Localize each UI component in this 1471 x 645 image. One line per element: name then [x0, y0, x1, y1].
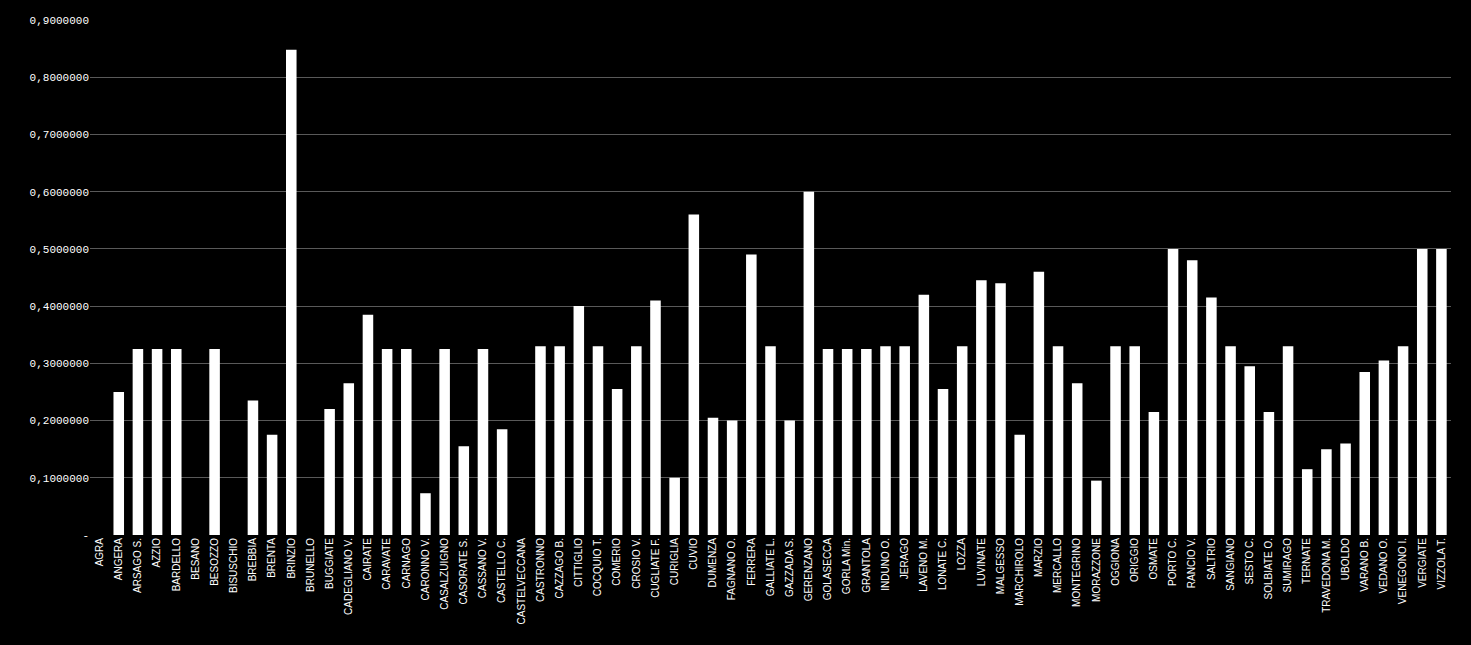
svg-text:SALTRIO: SALTRIO — [1206, 538, 1217, 580]
svg-text:ORIGGIO: ORIGGIO — [1129, 538, 1140, 582]
svg-text:MORAZZONE: MORAZZONE — [1091, 538, 1102, 602]
svg-text:0,3000000: 0,3000000 — [30, 358, 89, 370]
svg-text:BRENTA: BRENTA — [266, 538, 277, 578]
svg-text:GOLASECCA: GOLASECCA — [822, 538, 833, 601]
svg-text:CAZZAGO B.: CAZZAGO B. — [554, 538, 565, 599]
svg-text:CUVIO: CUVIO — [688, 538, 699, 570]
svg-text:LAVENO M.: LAVENO M. — [918, 538, 929, 592]
svg-text:-: - — [76, 530, 89, 542]
svg-text:FERRERA: FERRERA — [746, 538, 757, 586]
svg-text:BARDELLO: BARDELLO — [171, 538, 182, 592]
svg-text:LOZZA: LOZZA — [956, 538, 967, 571]
svg-text:0,4000000: 0,4000000 — [30, 301, 89, 313]
svg-text:MERCALLO: MERCALLO — [1052, 538, 1063, 593]
svg-text:SOLBIATE O.: SOLBIATE O. — [1263, 538, 1274, 600]
svg-text:VIZZOLA T.: VIZZOLA T. — [1436, 538, 1447, 590]
svg-text:SANGIANO: SANGIANO — [1225, 538, 1236, 591]
svg-text:SUMIRAGO: SUMIRAGO — [1282, 538, 1293, 593]
svg-text:UBOLDO: UBOLDO — [1340, 538, 1351, 580]
svg-text:GORLA Min.: GORLA Min. — [841, 538, 852, 594]
svg-text:DUMENZA: DUMENZA — [707, 538, 718, 588]
svg-text:GALLIATE L.: GALLIATE L. — [765, 538, 776, 596]
svg-text:CASALZUIGNO: CASALZUIGNO — [439, 538, 450, 610]
svg-text:RANCIO V.: RANCIO V. — [1186, 538, 1197, 588]
svg-text:OGGIONA: OGGIONA — [1110, 538, 1121, 586]
svg-text:CITTIGLIO: CITTIGLIO — [573, 538, 584, 587]
svg-text:BISUSCHIO: BISUSCHIO — [228, 538, 239, 593]
svg-text:CARAVATE: CARAVATE — [381, 538, 392, 590]
svg-text:MALGESSO: MALGESSO — [995, 538, 1006, 594]
svg-text:CURIGLIA: CURIGLIA — [669, 538, 680, 586]
svg-text:JERAGO: JERAGO — [899, 538, 910, 579]
svg-text:CROSIO V.: CROSIO V. — [631, 538, 642, 589]
svg-text:0,9000000: 0,9000000 — [30, 15, 89, 27]
svg-text:0,1000000: 0,1000000 — [30, 473, 89, 485]
svg-text:INDUNO O.: INDUNO O. — [880, 538, 891, 591]
svg-text:AGRA: AGRA — [94, 538, 105, 567]
svg-text:GERENZANO: GERENZANO — [803, 538, 814, 602]
svg-text:VEDANO O.: VEDANO O. — [1378, 538, 1389, 594]
svg-text:CARONNO V.: CARONNO V. — [420, 538, 431, 600]
svg-text:TRAVEDONA M.: TRAVEDONA M. — [1321, 538, 1332, 613]
svg-text:BREBBIA: BREBBIA — [247, 538, 258, 582]
svg-text:LUVINATE: LUVINATE — [976, 538, 987, 586]
svg-text:0,7000000: 0,7000000 — [30, 129, 89, 141]
svg-text:MONTEGRINO: MONTEGRINO — [1071, 538, 1082, 607]
svg-text:0,5000000: 0,5000000 — [30, 244, 89, 256]
svg-text:BRUNELLO: BRUNELLO — [305, 538, 316, 592]
svg-text:CASTELLO C.: CASTELLO C. — [496, 538, 507, 603]
svg-text:COCQUIO T.: COCQUIO T. — [592, 538, 603, 596]
svg-text:GRANTOLA: GRANTOLA — [861, 538, 872, 593]
svg-text:BESANO: BESANO — [190, 538, 201, 580]
svg-text:CARNAGO: CARNAGO — [401, 538, 412, 589]
svg-text:0,6000000: 0,6000000 — [30, 187, 89, 199]
svg-text:VERGIATE: VERGIATE — [1417, 538, 1428, 588]
svg-text:0,8000000: 0,8000000 — [30, 72, 89, 84]
svg-text:ARSAGO S.: ARSAGO S. — [132, 538, 143, 593]
svg-text:CASTELVECCANA: CASTELVECCANA — [516, 538, 527, 625]
svg-text:CASTRONNO: CASTRONNO — [535, 538, 546, 602]
svg-text:AZZIO: AZZIO — [151, 538, 162, 568]
svg-text:SESTO C.: SESTO C. — [1244, 538, 1255, 585]
svg-text:CAIRATE: CAIRATE — [362, 538, 373, 581]
svg-text:PORTO C.: PORTO C. — [1167, 538, 1178, 586]
svg-text:MARZIO: MARZIO — [1033, 538, 1044, 577]
svg-text:FAGNANO O.: FAGNANO O. — [726, 538, 737, 600]
svg-text:CASORATE S.: CASORATE S. — [458, 538, 469, 605]
svg-text:COMERIO: COMERIO — [611, 538, 622, 586]
svg-text:ANGERA: ANGERA — [113, 538, 124, 581]
svg-text:BUGGIATE: BUGGIATE — [324, 538, 335, 589]
svg-text:0,2000000: 0,2000000 — [30, 415, 89, 427]
svg-text:GAZZADA S.: GAZZADA S. — [784, 538, 795, 597]
svg-text:BRINZIO: BRINZIO — [286, 538, 297, 579]
svg-text:LONATE C.: LONATE C. — [937, 538, 948, 590]
svg-text:BESOZZO: BESOZZO — [209, 538, 220, 586]
svg-text:CASSANO V.: CASSANO V. — [477, 538, 488, 598]
svg-text:CADEGLIANO V.: CADEGLIANO V. — [343, 538, 354, 615]
svg-text:CUGLIATE F.: CUGLIATE F. — [650, 538, 661, 598]
svg-text:OSMATE: OSMATE — [1148, 538, 1159, 580]
svg-text:MARCHIROLO: MARCHIROLO — [1014, 538, 1025, 606]
svg-text:TERNATE: TERNATE — [1301, 538, 1312, 584]
svg-text:VARANO B.: VARANO B. — [1359, 538, 1370, 592]
svg-text:VENEGONO I.: VENEGONO I. — [1397, 538, 1408, 604]
